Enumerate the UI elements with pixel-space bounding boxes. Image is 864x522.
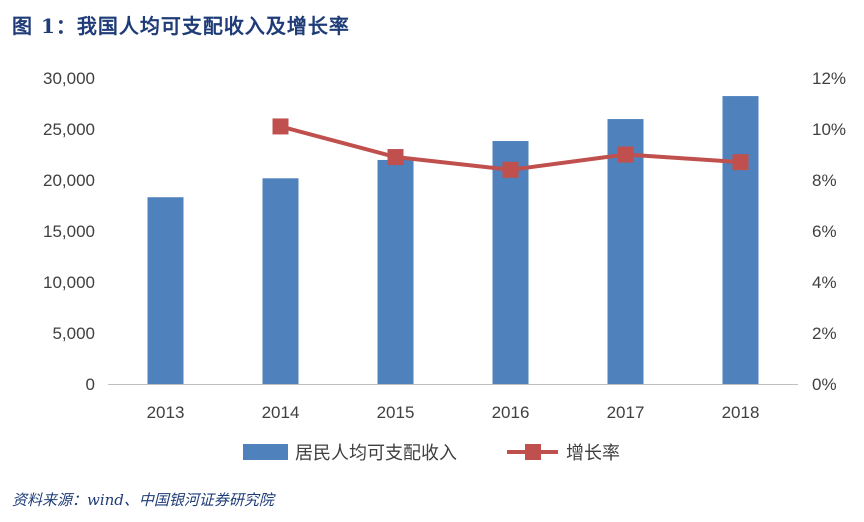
x-axis-ticks: 2013 2014 2015 2016 2017 2018 (147, 403, 760, 422)
legend-bar-swatch (243, 444, 288, 460)
right-tick-label: 2% (812, 324, 837, 343)
left-tick-label: 10,000 (43, 273, 95, 292)
x-tick-label: 2018 (722, 403, 760, 422)
x-tick-label: 2014 (262, 403, 300, 422)
bar (607, 119, 644, 385)
right-tick-label: 10% (812, 120, 846, 139)
right-tick-label: 8% (812, 171, 837, 190)
bar (147, 197, 184, 384)
legend-line-label: 增长率 (566, 443, 620, 464)
bar (492, 141, 529, 384)
x-tick-label: 2016 (492, 403, 530, 422)
x-tick-label: 2013 (147, 403, 185, 422)
growth-point (617, 146, 634, 163)
right-tick-label: 12% (812, 69, 846, 88)
growth-point (502, 161, 519, 178)
bar (722, 96, 759, 384)
growth-line-series (272, 118, 749, 178)
right-tick-label: 4% (812, 273, 837, 292)
left-axis-ticks: 0 5,000 10,000 15,000 20,000 25,000 30,000 (43, 69, 95, 394)
left-tick-label: 0 (86, 375, 95, 394)
left-tick-label: 30,000 (43, 69, 95, 88)
right-axis-ticks: 0% 2% 4% 6% 8% 10% 12% (812, 69, 846, 394)
growth-point (272, 118, 289, 135)
growth-point (732, 154, 749, 171)
legend: 居民人均可支配收入 增长率 (243, 443, 620, 464)
legend-line-marker (525, 444, 541, 460)
bar-series (147, 96, 759, 385)
x-tick-label: 2017 (607, 403, 645, 422)
left-tick-label: 15,000 (43, 222, 95, 241)
legend-bar-label: 居民人均可支配收入 (295, 443, 457, 464)
left-tick-label: 5,000 (52, 324, 95, 343)
growth-point (387, 149, 404, 166)
bar (262, 178, 299, 384)
right-tick-label: 0% (812, 375, 837, 394)
left-tick-label: 20,000 (43, 171, 95, 190)
left-tick-label: 25,000 (43, 120, 95, 139)
figure-title: 图 1：我国人均可支配收入及增长率 (12, 14, 350, 38)
figure-source: 资料来源：wind、中国银河证券研究院 (12, 491, 274, 509)
right-tick-label: 6% (812, 222, 837, 241)
x-tick-label: 2015 (377, 403, 415, 422)
bar (377, 159, 414, 384)
